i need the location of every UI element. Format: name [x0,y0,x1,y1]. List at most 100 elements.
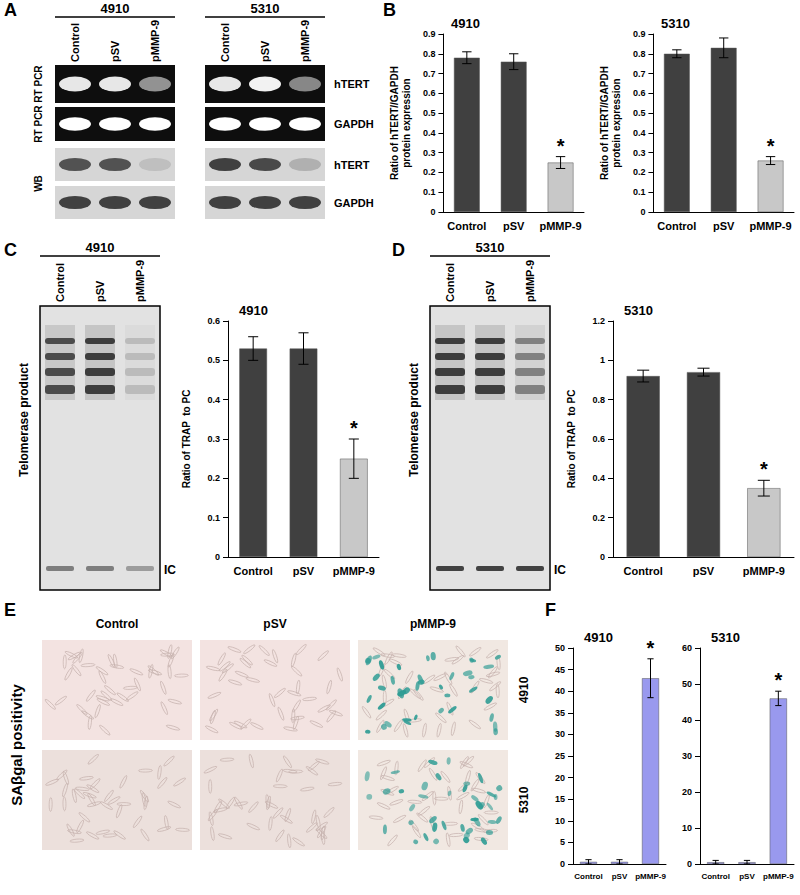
svg-text:0.7: 0.7 [633,69,646,79]
svg-text:0.4: 0.4 [633,128,646,138]
svg-text:pSV: pSV [484,280,496,302]
svg-text:*: * [557,135,565,157]
svg-text:0.4: 0.4 [592,473,605,483]
svg-text:pMMP-9: pMMP-9 [635,872,666,881]
svg-text:50: 50 [682,679,692,689]
svg-text:pSV: pSV [739,872,755,881]
svg-text:0: 0 [687,859,692,869]
svg-text:pSV: pSV [612,872,628,881]
svg-text:0.8: 0.8 [423,49,436,59]
svg-text:0.6: 0.6 [423,88,436,98]
svg-text:Telomerase product: Telomerase product [407,363,421,477]
svg-text:5: 5 [560,837,565,847]
svg-text:5310: 5310 [711,630,740,645]
svg-text:pSV: pSV [109,40,121,62]
svg-text:4910: 4910 [86,240,115,255]
svg-text:0.1: 0.1 [207,513,220,523]
svg-text:pSV: pSV [693,565,715,577]
svg-text:4910: 4910 [451,16,480,31]
svg-text:0.9: 0.9 [633,29,646,39]
svg-text:GAPDH: GAPDH [334,118,374,130]
svg-text:0.5: 0.5 [423,108,436,118]
svg-text:*: * [774,669,782,691]
svg-text:5310: 5310 [661,16,690,31]
svg-text:pMMP-9: pMMP-9 [749,220,791,232]
svg-text:Ratio of TRAP to PC: Ratio of TRAP to PC [181,390,192,489]
svg-text:0.3: 0.3 [633,148,646,158]
svg-text:0.1: 0.1 [423,187,436,197]
svg-text:0.9: 0.9 [423,29,436,39]
svg-text:20: 20 [555,773,565,783]
svg-text:0: 0 [600,552,605,562]
svg-text:E: E [4,600,16,620]
svg-text:pSV: pSV [293,565,315,577]
svg-text:pMMP-9: pMMP-9 [524,260,536,302]
svg-text:pSV: pSV [94,280,106,302]
svg-text:1: 1 [600,355,605,365]
svg-text:25: 25 [555,751,565,761]
svg-text:Control: Control [624,565,663,577]
svg-text:*: * [760,458,768,480]
svg-text:40: 40 [555,686,565,696]
svg-text:pMMP-9: pMMP-9 [410,617,456,631]
svg-text:30: 30 [555,729,565,739]
svg-text:0.8: 0.8 [592,395,605,405]
svg-text:*: * [350,417,358,439]
svg-text:pMMP-9: pMMP-9 [299,20,311,62]
svg-text:0.5: 0.5 [633,108,646,118]
svg-text:4910: 4910 [101,1,130,16]
svg-text:B: B [383,0,396,20]
svg-text:pSV: pSV [713,220,735,232]
svg-text:10: 10 [555,816,565,826]
svg-text:0.3: 0.3 [207,434,220,444]
svg-text:5310: 5310 [624,303,653,318]
svg-text:35: 35 [555,708,565,718]
svg-text:protein expression: protein expression [401,78,412,167]
svg-text:pMMP-9: pMMP-9 [333,565,375,577]
svg-text:0.1: 0.1 [633,187,646,197]
svg-text:0.2: 0.2 [592,513,605,523]
svg-text:pMMP-9: pMMP-9 [763,872,794,881]
svg-text:0.8: 0.8 [633,49,646,59]
svg-text:pSV: pSV [259,40,271,62]
svg-text:4910: 4910 [517,676,531,703]
svg-text:60: 60 [682,643,692,653]
svg-text:0.2: 0.2 [423,167,436,177]
svg-text:Control: Control [447,220,486,232]
svg-text:0.2: 0.2 [633,167,646,177]
svg-text:0.6: 0.6 [633,88,646,98]
svg-text:Telomerase product: Telomerase product [17,363,31,477]
svg-text:IC: IC [554,563,566,577]
svg-text:pMMP-9: pMMP-9 [743,565,785,577]
svg-text:45: 45 [555,665,565,675]
svg-text:0: 0 [430,207,435,217]
svg-text:*: * [647,637,655,659]
svg-text:pSV: pSV [503,220,525,232]
svg-text:SAβgal positivity: SAβgal positivity [8,684,25,806]
svg-text:IC: IC [164,563,176,577]
svg-text:GAPDH: GAPDH [334,197,374,209]
svg-text:4910: 4910 [239,303,268,318]
svg-text:0.4: 0.4 [423,128,436,138]
svg-text:20: 20 [682,787,692,797]
svg-text:Control: Control [234,565,273,577]
svg-text:0.2: 0.2 [207,473,220,483]
svg-text:Control: Control [657,220,696,232]
svg-text:Ratio of hTERT//GAPDH: Ratio of hTERT//GAPDH [389,66,400,180]
svg-text:5310: 5310 [251,1,280,16]
svg-text:5310: 5310 [476,240,505,255]
svg-text:Control: Control [54,263,66,302]
svg-text:0: 0 [215,552,220,562]
svg-text:0: 0 [640,207,645,217]
svg-text:WB: WB [33,175,44,192]
svg-text:0.6: 0.6 [592,434,605,444]
svg-text:0.3: 0.3 [423,148,436,158]
svg-text:Ratio of TRAP to PC: Ratio of TRAP to PC [566,390,577,489]
svg-text:50: 50 [555,643,565,653]
svg-text:hTERT: hTERT [334,78,370,90]
svg-text:A: A [4,0,17,20]
svg-text:30: 30 [682,751,692,761]
svg-text:Ratio of hTERT//GAPDH: Ratio of hTERT//GAPDH [599,66,610,180]
svg-text:4910: 4910 [584,630,613,645]
svg-text:hTERT: hTERT [334,159,370,171]
